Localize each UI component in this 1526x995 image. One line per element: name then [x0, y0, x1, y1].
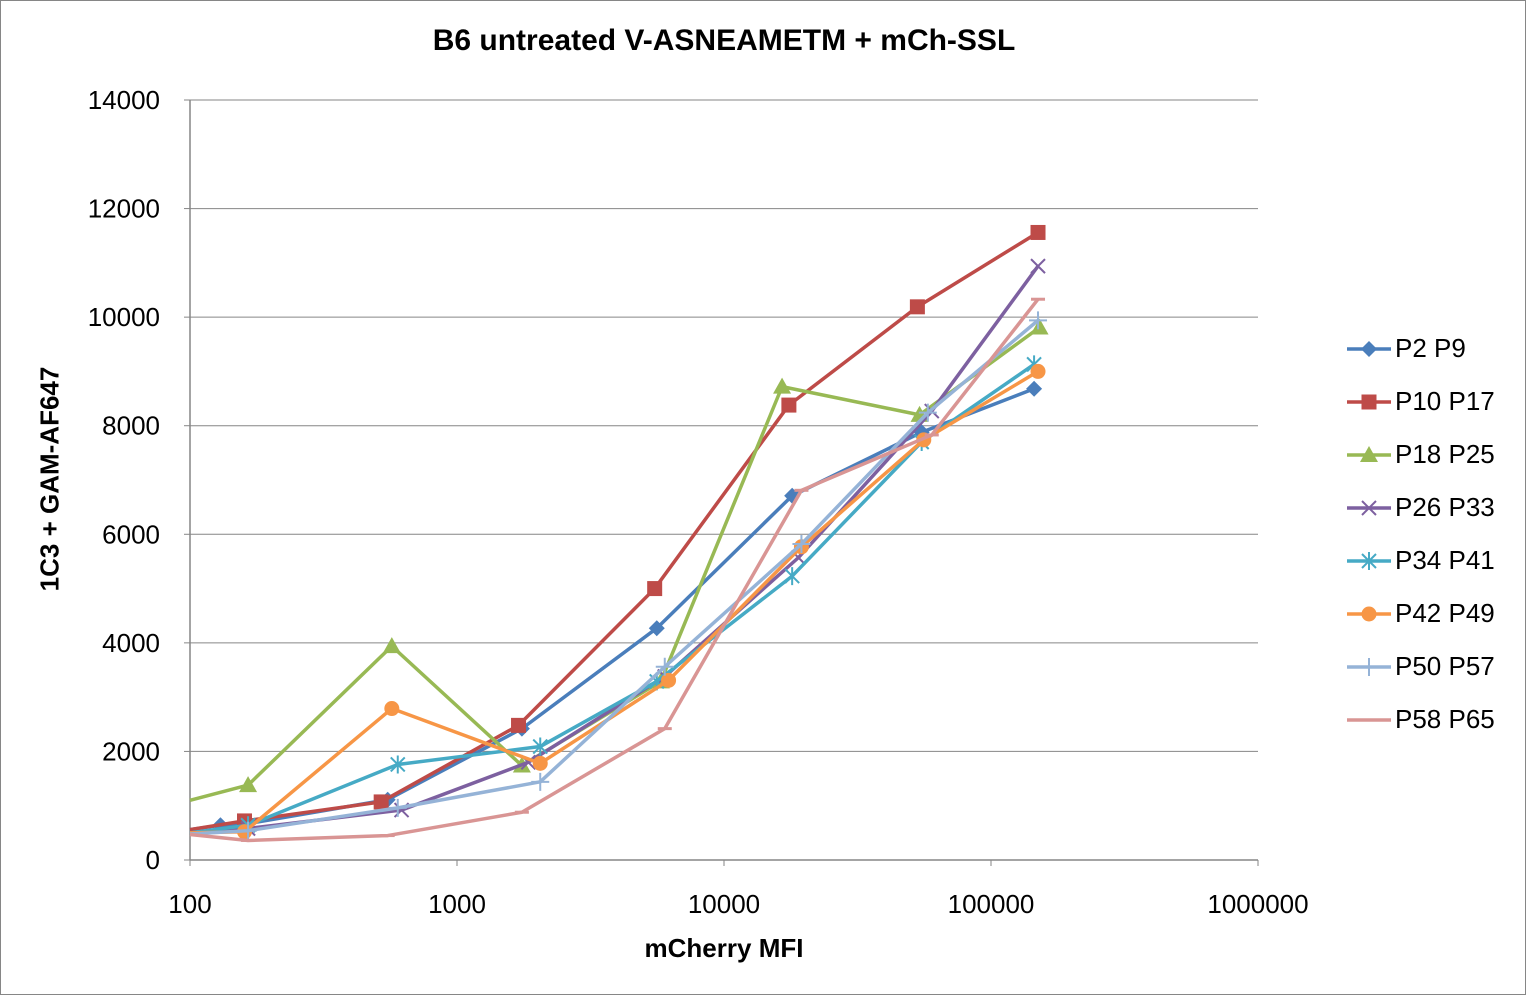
- legend-marker: [1360, 445, 1378, 462]
- series-line: [189, 265, 1040, 835]
- data-point: [661, 672, 677, 688]
- legend-swatch: [1347, 717, 1391, 722]
- y-tick-label: 0: [146, 845, 160, 875]
- legend-swatch: [1347, 394, 1391, 409]
- data-point: [373, 794, 389, 810]
- chart-title: B6 untreated V-ASNEAMETM + mCh-SSL: [432, 24, 1016, 57]
- legend-item: P2 P9: [1345, 322, 1515, 375]
- legend-label: P2 P9: [1395, 333, 1466, 363]
- data-point: [773, 377, 792, 394]
- data-point: [918, 403, 937, 422]
- data-point: [647, 581, 663, 597]
- series-line: [189, 230, 1039, 832]
- y-tick-label: 4000: [102, 628, 160, 658]
- data-point: [382, 637, 401, 654]
- legend-label: P58 P65: [1395, 704, 1495, 734]
- legend-swatch: [1347, 340, 1391, 357]
- data-point: [648, 620, 665, 637]
- data-point: [532, 737, 548, 756]
- series-line: [189, 326, 1041, 802]
- x-axis-label: mCherry MFI: [644, 933, 804, 963]
- legend-item: P50 P57: [1345, 640, 1515, 693]
- data-point: [1030, 258, 1046, 274]
- legend-marker: [1361, 499, 1377, 516]
- legend-swatch: [1347, 551, 1391, 570]
- y-tick-label: 14000: [88, 85, 160, 115]
- data-point: [909, 299, 925, 315]
- y-tick-label: 10000: [88, 302, 160, 332]
- series-line: [189, 369, 1039, 835]
- data-point: [792, 535, 811, 554]
- data-point: [390, 755, 406, 774]
- legend-label: P34 P41: [1395, 545, 1495, 575]
- legend-item: P58 P65: [1345, 693, 1515, 746]
- data-point: [532, 755, 548, 771]
- data-point: [781, 397, 797, 413]
- series-5: [189, 355, 1042, 835]
- data-point: [784, 567, 800, 586]
- legend-label: P50 P57: [1395, 651, 1495, 681]
- legend: P2 P9 P10 P17 P18 P25 P26 P33 P34 P41 P42 P49…: [1345, 322, 1515, 746]
- legend-swatch: [1347, 445, 1391, 462]
- x-tick-label: 100: [168, 889, 211, 919]
- x-tick-label: 1000: [428, 889, 486, 919]
- x-tick-label: 100000: [948, 889, 1035, 919]
- legend-item: P26 P33: [1345, 481, 1515, 534]
- y-axis-label: 1C3 + GAM-AF647: [34, 366, 65, 592]
- data-point: [388, 798, 407, 817]
- legend-swatch: [1347, 499, 1391, 516]
- legend-label: P26 P33: [1395, 492, 1495, 522]
- x-tick-label: 10000: [688, 889, 760, 919]
- y-tick-label: 2000: [102, 736, 160, 766]
- series-line: [189, 298, 1040, 843]
- data-point: [1030, 363, 1046, 379]
- legend-marker: [1361, 394, 1377, 409]
- series-4: [189, 258, 1046, 837]
- legend-label: P42 P49: [1395, 598, 1495, 628]
- y-tick-label: 6000: [102, 519, 160, 549]
- series-line: [189, 362, 1036, 835]
- legend-item: P18 P25: [1345, 428, 1515, 481]
- x-tick-label: 1000000: [1207, 889, 1308, 919]
- legend-item: P34 P41: [1345, 534, 1515, 587]
- legend-item: P42 P49: [1345, 587, 1515, 640]
- legend-label: P18 P25: [1395, 439, 1495, 469]
- data-point: [384, 701, 400, 717]
- legend-marker: [1361, 551, 1377, 570]
- series-line: [189, 319, 1040, 836]
- data-point: [511, 717, 527, 733]
- legend-swatch: [1347, 657, 1391, 676]
- legend-swatch: [1347, 606, 1391, 621]
- series-3: [189, 318, 1049, 802]
- legend-marker: [1360, 657, 1378, 676]
- data-point: [1030, 224, 1046, 240]
- legend-item: P10 P17: [1345, 375, 1515, 428]
- data-point: [655, 657, 674, 676]
- data-point: [239, 776, 258, 793]
- legend-label: P10 P17: [1395, 386, 1495, 416]
- legend-marker: [1361, 606, 1377, 621]
- data-point: [1030, 318, 1049, 335]
- data-point: [239, 821, 258, 840]
- data-point: [1029, 311, 1048, 330]
- legend-marker: [1361, 340, 1377, 357]
- data-point: [1026, 380, 1043, 397]
- series-2: [189, 224, 1046, 832]
- series-7: [189, 311, 1048, 840]
- series-8: [189, 297, 1046, 843]
- data-point: [531, 772, 550, 791]
- y-tick-label: 8000: [102, 411, 160, 441]
- y-tick-label: 12000: [88, 194, 160, 224]
